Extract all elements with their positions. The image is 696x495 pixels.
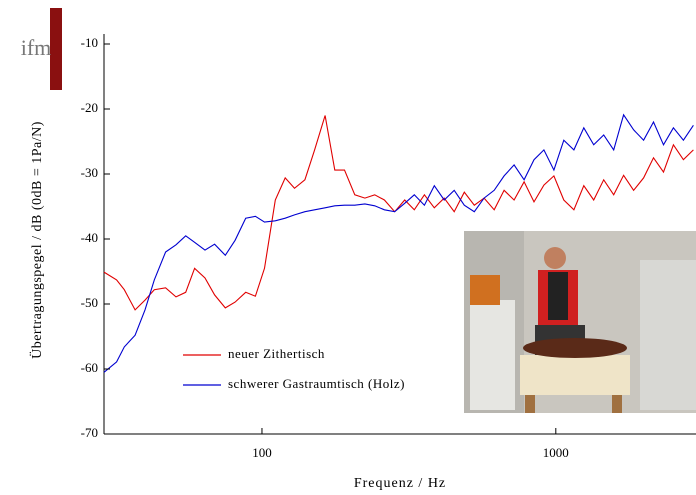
y-axis-label: Übertragungspegel / dB (0dB = 1Pa/N) — [28, 121, 45, 359]
photo — [464, 231, 696, 413]
x-axis-label: Frequenz / Hz — [354, 476, 446, 491]
series-line — [103, 113, 694, 373]
y-tick-label: -40 — [81, 230, 98, 245]
series-line — [103, 115, 694, 311]
legend-label: schwerer Gastraumtisch (Holz) — [228, 376, 405, 391]
y-tick-label: -20 — [81, 100, 98, 115]
y-tick-label: -30 — [81, 165, 98, 180]
y-tick-label: -50 — [81, 295, 98, 310]
y-tick-label: -60 — [81, 360, 98, 375]
x-tick-label: 1000 — [543, 445, 569, 460]
legend-label: neuer Zithertisch — [228, 346, 325, 361]
y-tick-label: -70 — [81, 425, 98, 440]
logo-text: ifm — [21, 35, 52, 60]
x-tick-label: 100 — [252, 445, 272, 460]
y-tick-label: -10 — [81, 35, 98, 50]
logo-bar — [50, 8, 62, 90]
